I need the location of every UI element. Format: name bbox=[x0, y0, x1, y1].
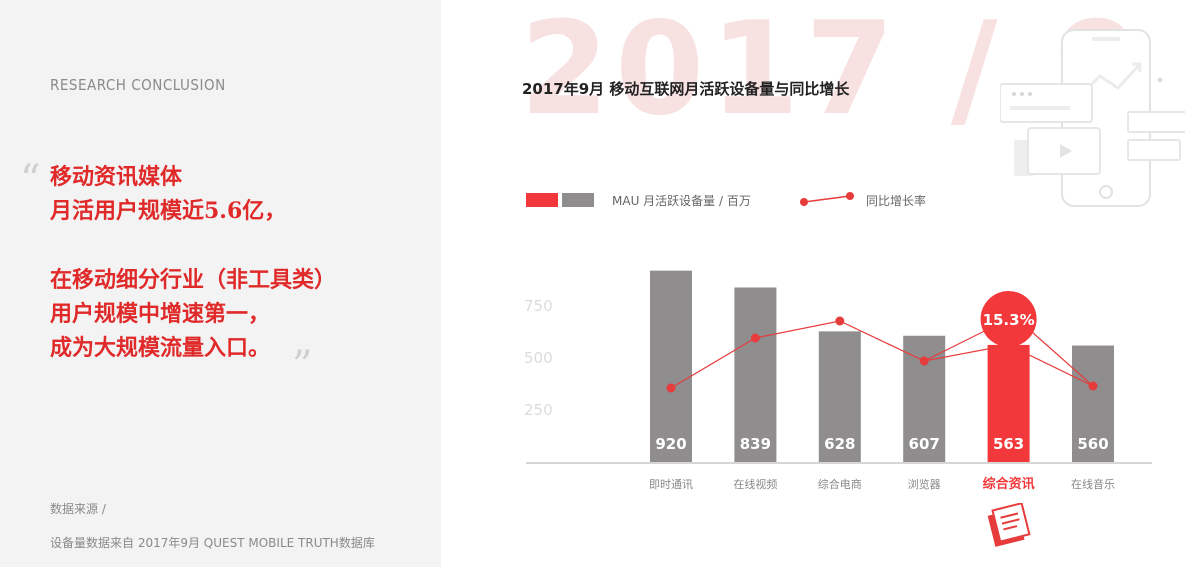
bar-value-label: 628 bbox=[824, 435, 855, 453]
bar-value-label: 607 bbox=[909, 435, 940, 453]
legend-yoy-label: 同比增长率 bbox=[866, 194, 927, 208]
conclusion-line: 月活用户规模近5.6亿， bbox=[50, 198, 287, 224]
bar bbox=[987, 344, 1030, 462]
category-label: 综合电商 bbox=[818, 477, 862, 491]
conclusion-line: 移动资讯媒体 bbox=[50, 164, 183, 190]
category-label: 在线视频 bbox=[733, 477, 777, 491]
category-label: 在线音乐 bbox=[1071, 477, 1115, 491]
category-label: 浏览器 bbox=[908, 477, 941, 491]
bar-value-label: 563 bbox=[993, 435, 1024, 453]
bar bbox=[818, 331, 861, 462]
conclusion-panel: RESEARCH CONCLUSION “ 移动资讯媒体 月活用户规模近5.6亿… bbox=[0, 0, 441, 567]
legend-swatch-bar bbox=[562, 193, 594, 207]
y-tick-label: 750 bbox=[524, 297, 553, 315]
growth-line-segment bbox=[1028, 328, 1094, 387]
growth-line-segment bbox=[923, 328, 989, 362]
conclusion-line: 用户规模中增速第一， bbox=[50, 301, 271, 327]
open-quote-mark: “ bbox=[20, 157, 41, 203]
document-icon bbox=[987, 503, 1031, 547]
category-label: 综合资讯 bbox=[983, 476, 1035, 492]
conclusion-block-2: 在移动细分行业（非工具类） 用户规模中增速第一， 成为大规模流量入口。 bbox=[50, 263, 336, 365]
growth-point bbox=[750, 333, 760, 343]
y-tick-label: 250 bbox=[524, 401, 553, 419]
source-text: 设备量数据来自 2017年9月 QUEST MOBILE TRUTH数据库 bbox=[50, 536, 375, 550]
bar-value-label: 920 bbox=[655, 435, 686, 453]
growth-highlight-bubble bbox=[980, 291, 1037, 347]
panel-heading: RESEARCH CONCLUSION bbox=[50, 76, 226, 94]
bar bbox=[734, 287, 777, 462]
conclusion-block-1: 移动资讯媒体 月活用户规模近5.6亿， bbox=[50, 160, 286, 228]
bar-value-label: 560 bbox=[1077, 435, 1108, 453]
phone-illustration-icon bbox=[1000, 29, 1185, 207]
chart-title: 2017年9月 移动互联网月活跃设备量与同比增长 bbox=[522, 80, 850, 98]
conclusion-line: 在移动细分行业（非工具类） bbox=[50, 267, 337, 293]
legend-swatch-highlight bbox=[526, 193, 558, 207]
bar bbox=[1072, 345, 1114, 462]
bar bbox=[650, 270, 692, 462]
conclusion-line: 成为大规模流量入口。 bbox=[50, 335, 271, 361]
legend-mau-label: MAU 月活跃设备量 / 百万 bbox=[612, 194, 751, 208]
legend-line-icon bbox=[800, 192, 854, 206]
category-label: 即时通讯 bbox=[649, 478, 693, 491]
source-label: 数据来源 / bbox=[50, 502, 106, 516]
growth-point bbox=[666, 383, 676, 393]
growth-line bbox=[670, 320, 1094, 389]
bar-value-label: 839 bbox=[740, 435, 771, 453]
y-tick-label: 500 bbox=[524, 349, 553, 367]
growth-point bbox=[835, 316, 845, 326]
close-quote-mark: ” bbox=[292, 343, 313, 389]
growth-highlight-label: 15.3% bbox=[983, 311, 1035, 329]
